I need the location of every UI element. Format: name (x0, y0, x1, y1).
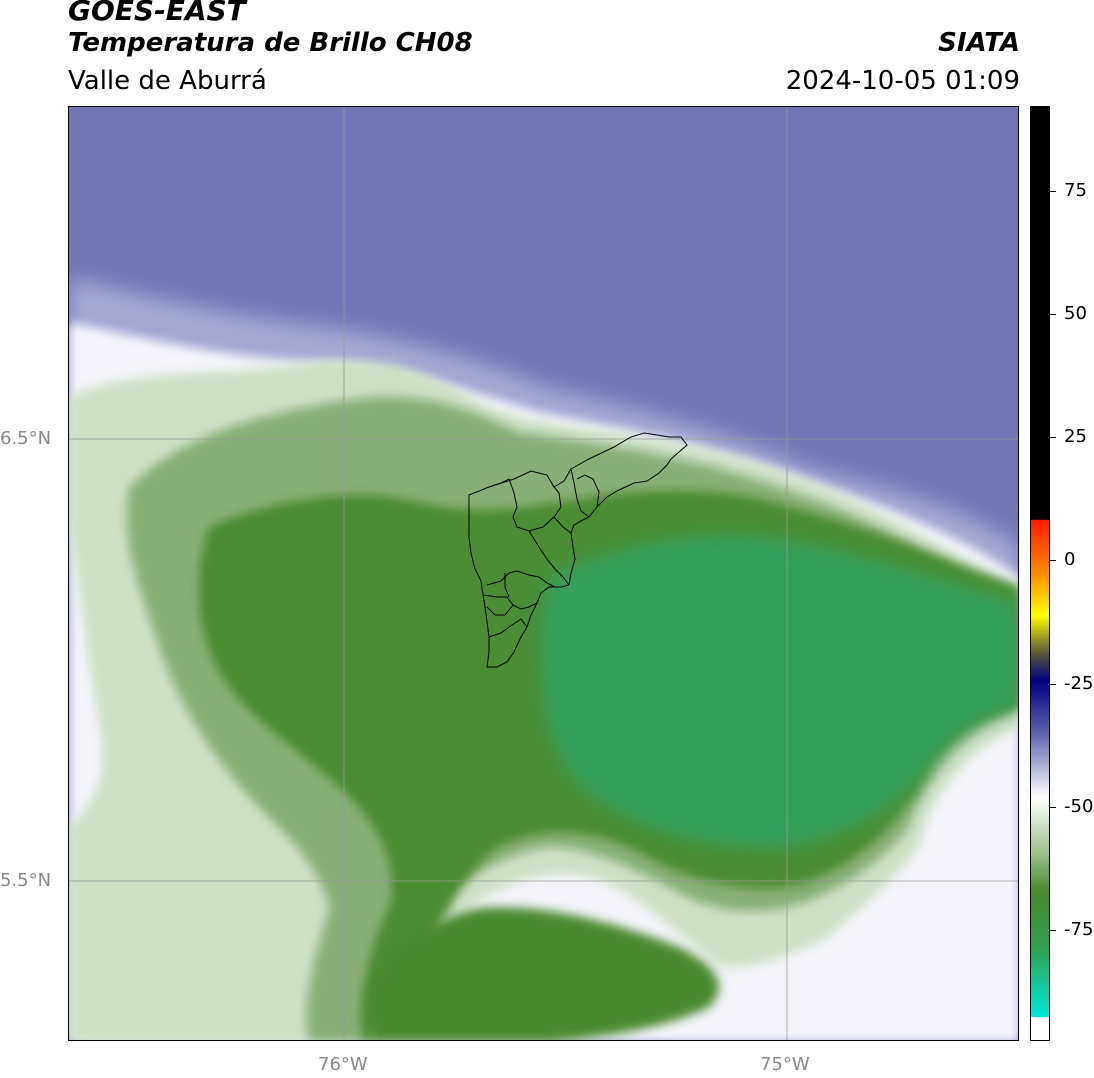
colorbar-gradient (1031, 107, 1049, 1040)
region-title: Valle de Aburrá (68, 66, 267, 96)
colorbar-label-50: 50 (1064, 303, 1087, 324)
colorbar-tick (1050, 314, 1056, 315)
lat-label-6-5n: 6.5°N (0, 428, 52, 449)
colorbar-label-25: 25 (1064, 426, 1087, 447)
municipal-boundaries (468, 432, 688, 668)
southern-convective-cell (369, 907, 719, 1040)
colorbar-tick (1050, 807, 1056, 808)
temperature-colorbar (1030, 106, 1050, 1041)
colorbar-label-75: 75 (1064, 180, 1087, 201)
colorbar-tick (1050, 560, 1056, 561)
colorbar-tick (1050, 930, 1056, 931)
timestamp-label: 2024-10-05 01:09 (785, 66, 1020, 96)
coldest-cloud-tops (540, 534, 1018, 848)
brightness-temperature-map[interactable] (68, 106, 1019, 1041)
map-canvas (69, 107, 1018, 1040)
lon-label-75w: 75°W (760, 1054, 810, 1075)
colorbar-tick (1050, 191, 1056, 192)
channel-title: Temperatura de Brillo CH08 (68, 28, 473, 58)
colorbar-label-neg25: -25 (1064, 673, 1094, 694)
colorbar-tick (1050, 437, 1056, 438)
lat-label-5-5n: 5.5°N (0, 870, 52, 891)
colorbar-tick (1050, 684, 1056, 685)
colorbar-label-neg75: -75 (1064, 919, 1094, 940)
colorbar-label-neg50: -50 (1064, 796, 1094, 817)
organization-label: SIATA (938, 28, 1020, 58)
lon-label-76w: 76°W (318, 1054, 368, 1075)
colorbar-label-0: 0 (1064, 549, 1076, 570)
product-title: GOES-EAST (68, 0, 246, 27)
